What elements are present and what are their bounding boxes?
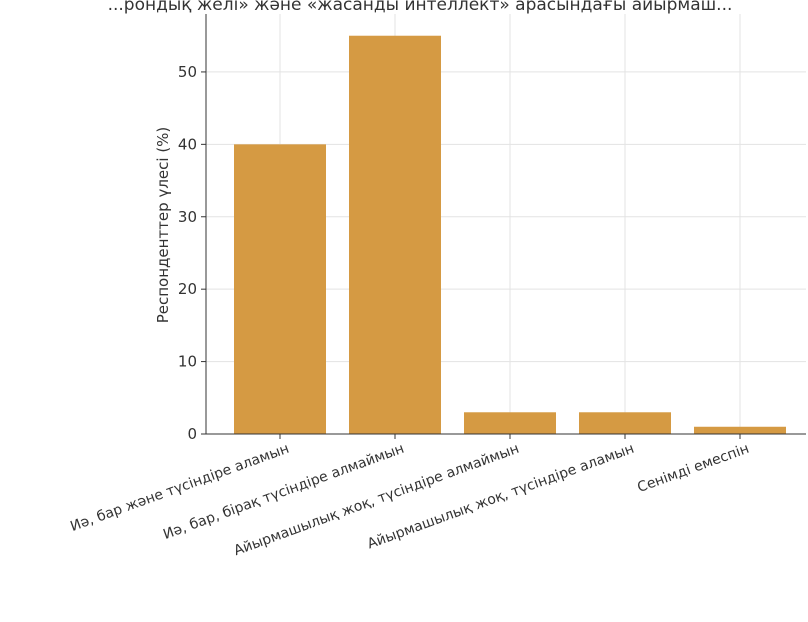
bar [349, 35, 441, 435]
bar [579, 412, 671, 434]
y-tick-label: 30 [178, 208, 197, 226]
chart-title: ...рондық желі» және «жасанды интеллект»… [108, 0, 733, 15]
bar [464, 412, 556, 434]
y-tick-label: 40 [178, 135, 197, 153]
y-tick-labels: 0 10 20 30 40 50 [178, 63, 206, 443]
y-tick-label: 10 [178, 353, 197, 371]
y-tick-label: 20 [178, 280, 197, 298]
bars [234, 35, 786, 435]
bar [694, 426, 786, 434]
x-tick-label: Сенімді емеспін [635, 441, 751, 496]
y-axis-label: Респонденттер үлесі (%) [154, 127, 172, 324]
y-tick-label: 50 [178, 63, 197, 81]
y-tick-label: 0 [187, 425, 197, 443]
axes [205, 14, 806, 435]
bar [234, 144, 326, 434]
